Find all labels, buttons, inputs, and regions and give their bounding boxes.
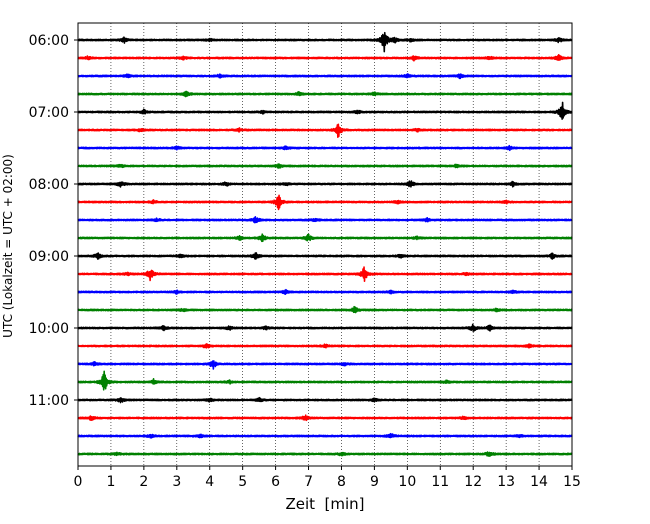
- x-tick-label: 9: [370, 474, 379, 490]
- trace-line: [77, 101, 573, 120]
- y-tick-label: 08:00: [29, 177, 69, 193]
- plot-frame: [77, 22, 573, 467]
- trace-line: [77, 215, 573, 224]
- trace-line: [77, 343, 573, 349]
- trace-group: [77, 31, 573, 457]
- trace-line: [77, 323, 573, 332]
- trace-line: [77, 73, 573, 80]
- x-tick-label: 1: [106, 474, 115, 490]
- x-tick-label: 13: [497, 474, 515, 490]
- y-tick-label: 06:00: [29, 33, 69, 49]
- x-tick-label: 6: [271, 474, 280, 490]
- trace-line: [77, 451, 573, 457]
- trace-line: [77, 266, 573, 283]
- y-axis-label: UTC (Lokalzeit = UTC + 02:00): [1, 154, 15, 338]
- x-tick-label: 2: [139, 474, 148, 490]
- x-tick-label: 7: [304, 474, 313, 490]
- y-tick-label: 11:00: [29, 393, 69, 409]
- x-tick-label: 10: [398, 474, 416, 490]
- trace-line: [77, 305, 573, 314]
- trace-line: [77, 360, 573, 370]
- x-tick-label: 3: [172, 474, 181, 490]
- trace-line: [77, 163, 573, 169]
- trace-line: [77, 252, 573, 260]
- trace-line: [77, 414, 573, 422]
- trace-line: [77, 90, 573, 98]
- y-tick-label: 10:00: [29, 321, 69, 337]
- x-tick-label: 0: [74, 474, 83, 490]
- x-tick-label: 12: [464, 474, 482, 490]
- trace-line: [77, 144, 573, 152]
- trace-line: [77, 31, 573, 53]
- y-tick-label: 07:00: [29, 105, 69, 121]
- trace-line: [77, 396, 573, 404]
- x-tick-label: 8: [337, 474, 346, 490]
- x-tick-label: 15: [563, 474, 581, 490]
- trace-line: [77, 194, 573, 211]
- trace-line: [77, 233, 573, 243]
- x-tick-label: 5: [238, 474, 247, 490]
- x-axis: 0 1 2 3 4 5 6 7 8 9 10 11 12 13 14 15: [74, 466, 581, 490]
- plot-background: [78, 23, 572, 466]
- x-tick-label: 14: [530, 474, 548, 490]
- trace-line: [77, 180, 573, 188]
- trace-line: [77, 432, 573, 439]
- x-tick-label: 4: [205, 474, 214, 490]
- trace-line: [77, 53, 573, 62]
- trace-line: [77, 123, 573, 139]
- trace-line: [77, 370, 573, 391]
- x-axis-label: Zeit [min]: [285, 495, 364, 513]
- trace-line: [77, 288, 573, 296]
- x-tick-label: 11: [431, 474, 449, 490]
- y-axis: 06:00 07:00 08:00 09:00 10:00 11:00: [29, 33, 78, 409]
- y-tick-label: 09:00: [29, 249, 69, 265]
